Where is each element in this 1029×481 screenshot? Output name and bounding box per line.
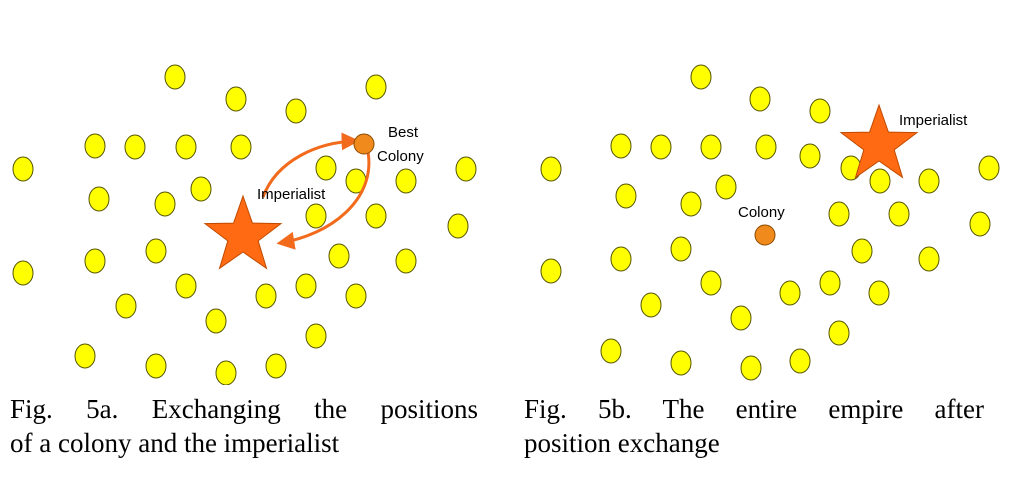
country-dot — [715, 174, 737, 200]
country-dot — [799, 143, 821, 169]
country-dot — [225, 86, 247, 112]
panel-b: Colony Imperialist — [540, 64, 1000, 381]
country-dot — [215, 360, 237, 385]
country-dot — [455, 156, 477, 182]
country-dot — [828, 201, 850, 227]
country-dot — [690, 64, 712, 90]
imperialist-label: Imperialist — [257, 186, 326, 203]
country-dot — [680, 191, 702, 217]
country-dot — [640, 292, 662, 318]
country-dot — [540, 258, 562, 284]
country-dot — [600, 338, 622, 364]
country-dot — [615, 183, 637, 209]
country-dot — [650, 134, 672, 160]
country-dot — [730, 305, 752, 331]
country-dot — [869, 168, 891, 194]
country-dot — [265, 353, 287, 379]
country-dot — [145, 353, 167, 379]
country-dot — [88, 186, 110, 212]
country-dot — [755, 134, 777, 160]
best-colony-dot — [353, 133, 375, 155]
country-dot — [365, 74, 387, 100]
country-dot — [190, 176, 212, 202]
country-dot — [145, 238, 167, 264]
country-dot — [84, 133, 106, 159]
country-dot — [124, 134, 146, 160]
country-dot — [918, 168, 940, 194]
country-dot — [365, 203, 387, 229]
empire-diagram: Best Colony Imperialist Colony Imperiali… — [12, 64, 1000, 385]
country-dot — [395, 168, 417, 194]
exchange-arrow-upper — [261, 132, 360, 198]
best-colony-label-line1: Best — [388, 124, 419, 141]
country-dot — [328, 243, 350, 269]
country-dot — [749, 86, 771, 112]
caption-line: position exchange — [524, 428, 720, 458]
country-dot — [851, 238, 873, 264]
country-dot — [918, 246, 940, 272]
country-dot — [540, 156, 562, 182]
panel-b-countries — [540, 64, 1000, 381]
country-dot — [230, 134, 252, 160]
country-dot — [175, 134, 197, 160]
colony-dot — [754, 224, 776, 246]
country-dot — [295, 273, 317, 299]
country-dot — [345, 283, 367, 309]
country-dot — [809, 98, 831, 124]
figure-5b-caption: Fig. 5b. The entire empire after positio… — [524, 392, 984, 460]
caption-line: Fig. 5b. The entire empire after — [524, 394, 984, 424]
country-dot — [395, 248, 417, 274]
country-dot — [670, 236, 692, 262]
country-dot — [305, 323, 327, 349]
imperialist-star-icon — [203, 194, 283, 270]
country-dot — [670, 350, 692, 376]
country-dot — [978, 155, 1000, 181]
country-dot — [447, 213, 469, 239]
country-dot — [315, 155, 337, 181]
caption-line: Fig. 5a. Exchanging the positions — [10, 394, 478, 424]
country-dot — [700, 270, 722, 296]
country-dot — [74, 343, 96, 369]
country-dot — [828, 320, 850, 346]
country-dot — [115, 293, 137, 319]
country-dot — [175, 273, 197, 299]
caption-line: of a colony and the imperialist — [10, 428, 340, 458]
country-dot — [285, 98, 307, 124]
country-dot — [255, 283, 277, 309]
country-dot — [789, 348, 811, 374]
colony-label: Colony — [738, 204, 785, 221]
country-dot — [868, 280, 890, 306]
imperialist-label: Imperialist — [899, 112, 968, 129]
country-dot — [969, 211, 991, 237]
panel-a: Best Colony Imperialist — [12, 64, 477, 385]
best-colony-label-line2: Colony — [377, 148, 424, 165]
exchange-arrow-lower — [276, 151, 371, 250]
country-dot — [154, 191, 176, 217]
country-dot — [779, 280, 801, 306]
country-dot — [888, 201, 910, 227]
country-dot — [12, 156, 34, 182]
country-dot — [610, 246, 632, 272]
country-dot — [305, 203, 327, 229]
country-dot — [819, 270, 841, 296]
panel-a-countries — [12, 64, 477, 385]
country-dot — [610, 133, 632, 159]
imperialist-star-icon — [839, 103, 919, 179]
country-dot — [12, 260, 34, 286]
country-dot — [700, 134, 722, 160]
country-dot — [740, 355, 762, 381]
country-dot — [164, 64, 186, 90]
figure-5a-caption: Fig. 5a. Exchanging the positions of a c… — [10, 392, 478, 460]
country-dot — [205, 308, 227, 334]
country-dot — [84, 248, 106, 274]
